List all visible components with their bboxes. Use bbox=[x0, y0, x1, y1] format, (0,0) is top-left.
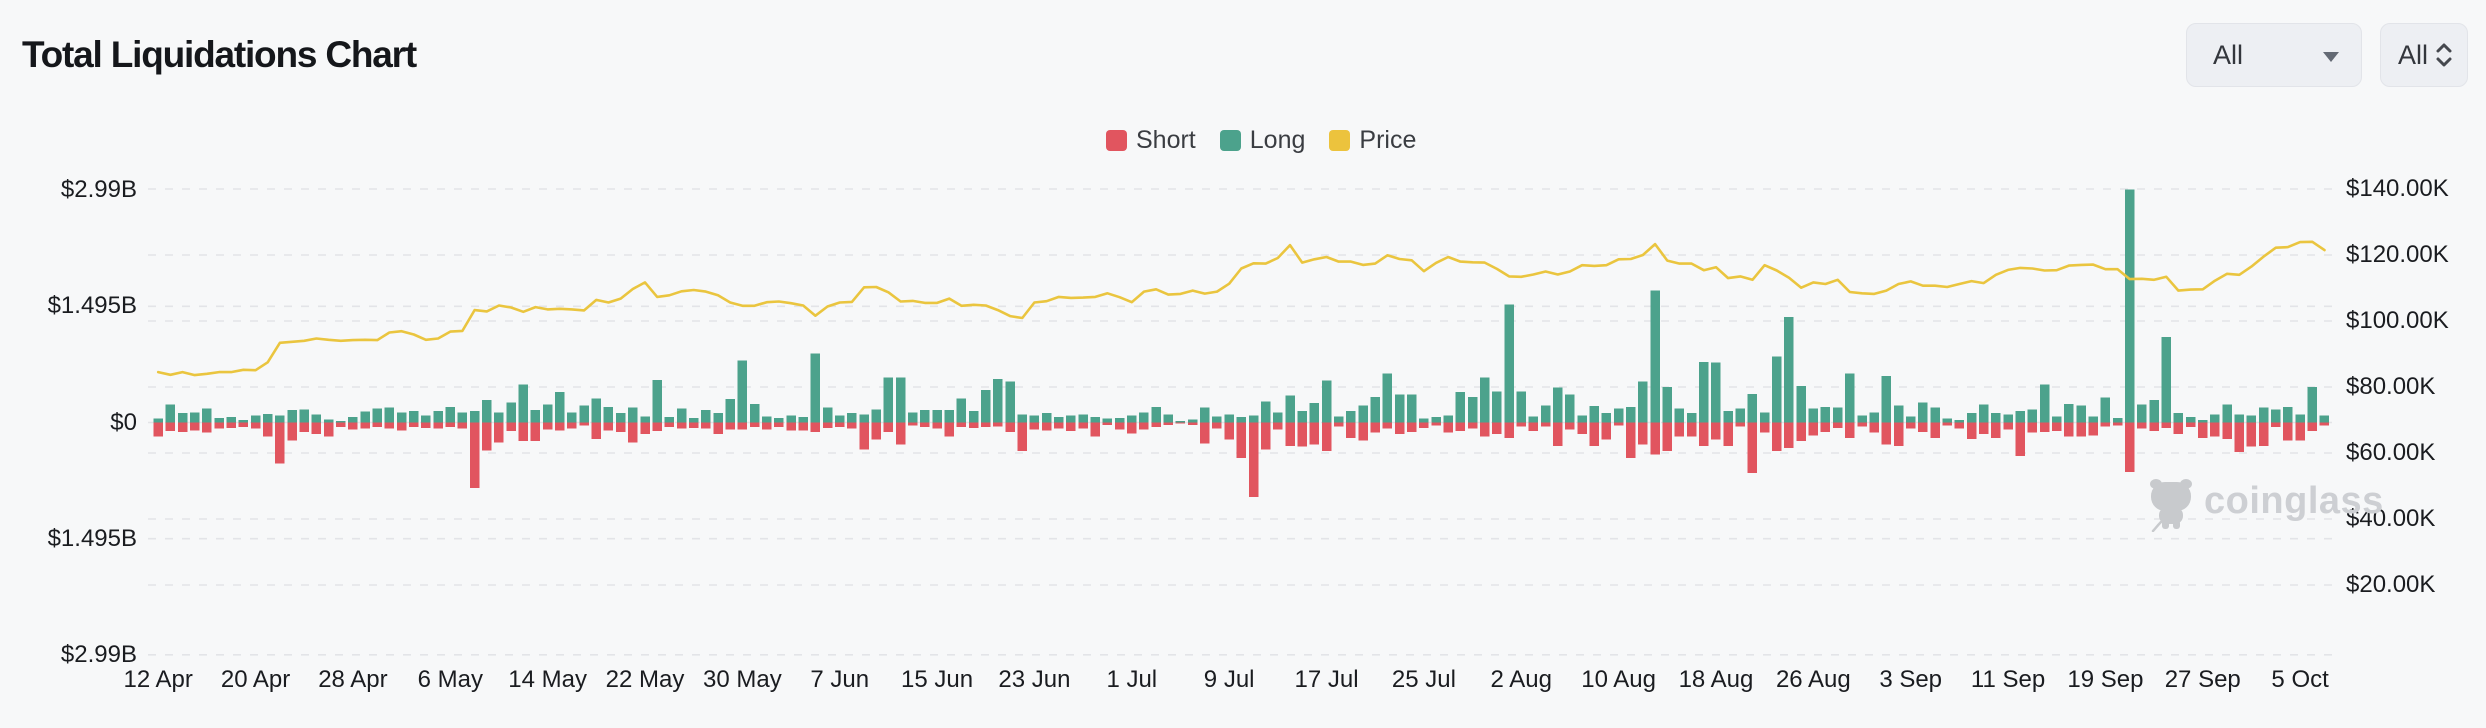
x-axis-label: 28 Apr bbox=[318, 666, 388, 693]
range-select-value: All bbox=[2398, 39, 2429, 70]
x-axis-label: 25 Jul bbox=[1391, 666, 1456, 693]
y-axis-right-label: $100.00K bbox=[2346, 307, 2449, 334]
legend-item-price[interactable]: Price bbox=[1329, 126, 1416, 155]
x-axis-label: 7 Jun bbox=[810, 666, 870, 693]
legend-item-long[interactable]: Long bbox=[1219, 126, 1306, 155]
x-axis-label: 23 Jun bbox=[998, 666, 1071, 693]
y-axis-left-label: $1.495B bbox=[47, 292, 137, 320]
page-title: Total Liquidations Chart bbox=[22, 34, 417, 75]
short-swatch bbox=[1106, 130, 1127, 151]
x-axis-label: 14 May bbox=[508, 666, 587, 693]
price-swatch bbox=[1329, 130, 1351, 151]
y-axis-left-label: $2.99B bbox=[60, 176, 137, 204]
range-select[interactable]: All bbox=[2380, 23, 2468, 87]
x-axis-label: 19 Sep bbox=[2067, 666, 2144, 693]
y-axis-right-label: $40.00K bbox=[2346, 505, 2436, 532]
x-axis-label: 20 Apr bbox=[220, 666, 291, 693]
legend-item-short[interactable]: Short bbox=[1106, 126, 1196, 155]
x-axis-label: 2 Aug bbox=[1490, 666, 1552, 693]
x-axis-label: 5 Oct bbox=[2271, 666, 2329, 693]
y-axis-right-label: $80.00K bbox=[2346, 373, 2436, 400]
short-bars-group bbox=[153, 422, 2330, 498]
x-axis-label: 26 Aug bbox=[1775, 666, 1851, 693]
price-line bbox=[156, 240, 2326, 377]
x-axis-label: 30 May bbox=[703, 666, 782, 693]
y-axis-left-label: $0 bbox=[110, 408, 137, 436]
chevron-down-icon bbox=[2323, 51, 2339, 62]
y-axis-right-label: $20.00K bbox=[2346, 571, 2436, 598]
x-axis-label: 9 Jul bbox=[1203, 666, 1255, 693]
y-axis-right-label: $120.00K bbox=[2346, 241, 2449, 268]
symbol-select[interactable]: All bbox=[2186, 23, 2362, 87]
legend: Short Long Price bbox=[1106, 126, 1416, 155]
symbol-select-value: All bbox=[2213, 39, 2244, 70]
x-axis-label: 17 Jul bbox=[1294, 666, 1359, 693]
x-axis-label: 3 Sep bbox=[1879, 666, 1943, 693]
x-axis-label: 6 May bbox=[417, 666, 483, 693]
x-axis-label: 11 Sep bbox=[1970, 666, 2046, 693]
y-axis-left-label: $1.495B bbox=[47, 524, 137, 552]
x-axis-label: 1 Jul bbox=[1106, 666, 1158, 693]
x-axis-label: 12 Apr bbox=[123, 666, 193, 693]
x-axis-label: 15 Jun bbox=[901, 666, 974, 693]
x-axis-label: 27 Sep bbox=[2164, 666, 2241, 693]
long-bars-group bbox=[153, 189, 2330, 423]
y-axis-right-label: $140.00K bbox=[2346, 175, 2449, 202]
y-axis-right-label: $60.00K bbox=[2346, 439, 2436, 466]
legend-label-price: Price bbox=[1359, 126, 1417, 154]
y-axis-left-label: $2.99B bbox=[60, 640, 137, 668]
legend-label-long: Long bbox=[1249, 126, 1306, 154]
legend-label-short: Short bbox=[1136, 126, 1196, 154]
x-axis-label: 18 Aug bbox=[1678, 666, 1754, 693]
sort-chevrons-icon bbox=[2435, 42, 2453, 68]
x-axis-label: 10 Aug bbox=[1581, 666, 1656, 693]
long-swatch bbox=[1219, 130, 1241, 151]
x-axis-label: 22 May bbox=[605, 666, 685, 693]
